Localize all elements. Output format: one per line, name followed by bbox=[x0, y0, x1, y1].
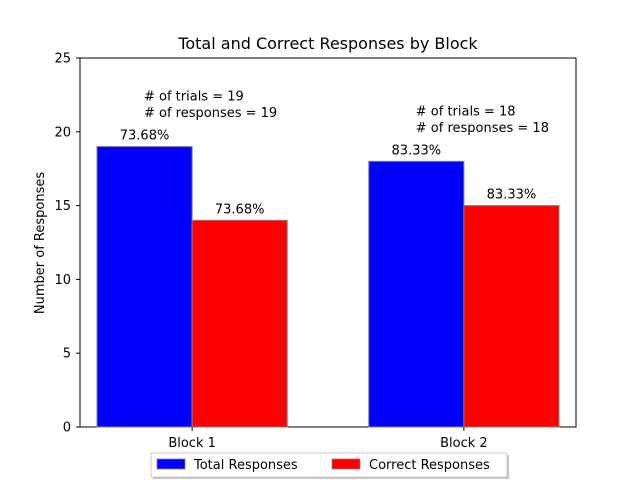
x-tick-label: Block 2 bbox=[440, 436, 488, 451]
y-tick-label: 5 bbox=[63, 347, 71, 362]
y-axis-label: Number of Responses bbox=[33, 172, 48, 314]
legend-label: Correct Responses bbox=[369, 458, 490, 473]
bar-value-label: 73.68% bbox=[120, 129, 170, 144]
legend: Total Responses Correct Responses bbox=[150, 452, 509, 479]
y-tick-label: 15 bbox=[54, 199, 71, 214]
x-tick-label: Block 1 bbox=[168, 436, 216, 451]
legend-box bbox=[150, 452, 508, 478]
annotation-text: # of trials = 19 bbox=[144, 90, 244, 105]
plot-area: 0 5 10 15 20 25 73.68% 83.33% 73.68% 83.33% Block … bbox=[54, 52, 577, 451]
bar-total bbox=[368, 160, 465, 428]
annotation-text: # of responses = 19 bbox=[144, 106, 277, 121]
y-tick-label: 25 bbox=[54, 52, 71, 67]
bar-correct bbox=[191, 219, 288, 428]
y-tick-label: 0 bbox=[63, 421, 71, 436]
annotation-text: # of trials = 18 bbox=[416, 104, 516, 119]
legend-label: Total Responses bbox=[193, 458, 298, 473]
bar-value-label: 83.33% bbox=[392, 143, 442, 158]
legend-swatch-total bbox=[156, 458, 186, 470]
y-tick-label: 20 bbox=[54, 125, 71, 140]
plot-frame bbox=[79, 57, 577, 428]
bar-value-label: 73.68% bbox=[215, 202, 265, 217]
legend-swatch-correct bbox=[331, 458, 361, 470]
bar-total bbox=[96, 146, 193, 428]
annotation-text: # of responses = 18 bbox=[416, 121, 549, 136]
y-tick-label: 10 bbox=[54, 273, 71, 288]
chart-title: Total and Correct Responses by Block bbox=[177, 34, 478, 53]
bar-value-label: 83.33% bbox=[487, 188, 537, 203]
bar-correct bbox=[463, 205, 560, 428]
